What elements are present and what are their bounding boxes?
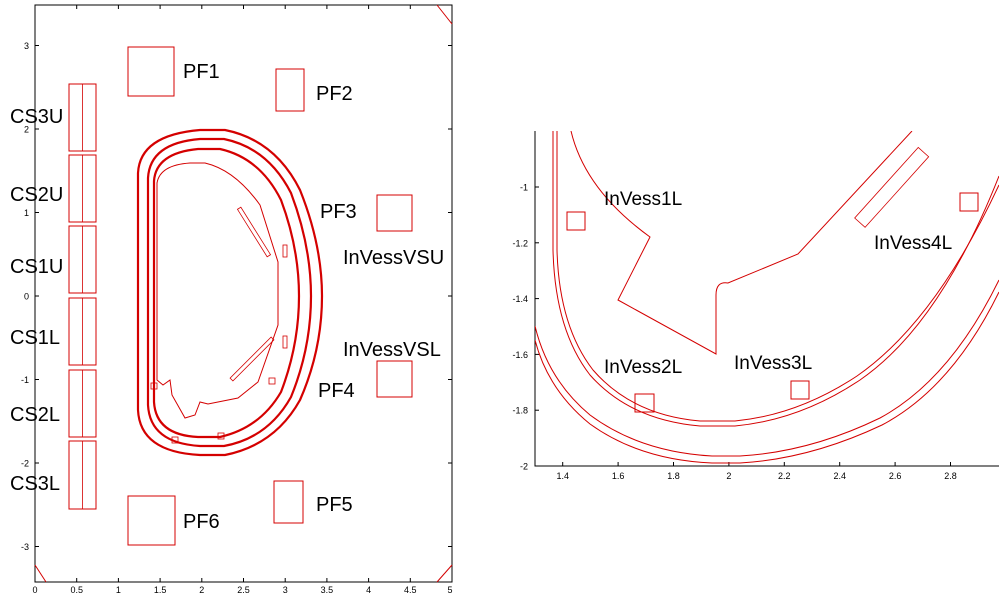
tick-label: 2.8 <box>944 471 957 481</box>
left-x-tick-labels: 0 0.5 1 1.5 2 2.5 3 3.5 4 4.5 5 <box>32 585 452 595</box>
left-axes-frame <box>34 4 453 583</box>
inner-vessel-outer-wall <box>152 147 301 439</box>
left-x-ticks <box>34 5 411 582</box>
corner-line <box>34 564 47 583</box>
zoom-first-wall <box>570 131 913 355</box>
invess4l-coil <box>959 192 979 212</box>
invess4l-label: InVess4L <box>874 233 952 254</box>
zoom-inner-vessel-wall-b <box>556 131 999 422</box>
pf4-label: PF4 <box>318 380 355 402</box>
tick-label: 2.4 <box>833 471 846 481</box>
outer-vessel-outer-wall <box>136 128 324 457</box>
cs-coil-stack <box>68 83 97 510</box>
tick-label: 3 <box>283 585 288 595</box>
tick-label: 1.8 <box>667 471 680 481</box>
zoom-outer-vessel-wall-b <box>535 291 999 464</box>
cs1l-label: CS1L <box>10 327 60 349</box>
tick-label: 1.5 <box>154 585 167 595</box>
pf6-coil <box>127 495 176 546</box>
invessvsl-label: InVessVSL <box>343 339 441 361</box>
zoom-inner-vessel-wall-a <box>552 131 999 427</box>
tick-label: -1 <box>21 375 29 385</box>
left-y-ticks <box>35 45 452 547</box>
left-panel: 0 0.5 1 1.5 2 2.5 3 3.5 4 4.5 5 3 2 1 0 <box>10 4 453 595</box>
left-y-tick-labels: 3 2 1 0 -1 -2 -3 <box>21 41 29 552</box>
tick-label: 1.6 <box>612 471 625 481</box>
invess2l-coil <box>634 393 655 413</box>
corner-line <box>436 4 453 25</box>
right-x-tick-labels: 1.4 1.6 1.8 2 2.2 2.4 2.6 2.8 <box>556 471 956 481</box>
tick-label: -1.2 <box>512 238 528 248</box>
pf1-label: PF1 <box>183 61 220 83</box>
tick-label: -1.6 <box>512 350 528 360</box>
cs3l-label: CS3L <box>10 473 60 495</box>
pf1-coil <box>127 46 175 97</box>
tick-label: 1 <box>116 585 121 595</box>
pf3-coil <box>376 194 413 232</box>
tick-label: 2.6 <box>889 471 902 481</box>
tick-label: 1.4 <box>556 471 569 481</box>
right-y-tick-labels: -1 -1.2 -1.4 -1.6 -1.8 -2 <box>512 183 528 472</box>
outer-vessel-inner-wall <box>146 137 313 448</box>
invess2l-label: InVess2L <box>604 357 682 378</box>
tick-label: -3 <box>21 542 29 552</box>
invess3l-label: InVess3L <box>734 353 812 374</box>
right-y-ticks <box>535 186 539 467</box>
corner-line <box>436 564 453 583</box>
pf6-label: PF6 <box>183 511 220 533</box>
invess1l-label: InVess1L <box>604 189 682 210</box>
right-x-ticks <box>562 462 951 466</box>
tick-label: 2 <box>726 471 731 481</box>
tick-label: 3 <box>24 41 29 51</box>
tick-label: -2 <box>520 462 528 472</box>
cs1u-label: CS1U <box>10 256 63 278</box>
invess3l-coil <box>790 380 810 400</box>
tick-label: 3.5 <box>321 585 334 595</box>
tick-label: -1.8 <box>512 406 528 416</box>
pf4-coil <box>376 360 413 398</box>
tick-label: -1 <box>520 183 528 193</box>
tick-label: 1 <box>24 208 29 218</box>
invess1l-coil <box>566 211 586 231</box>
tick-label: 2 <box>24 125 29 135</box>
tick-label: 0 <box>32 585 37 595</box>
pf2-label: PF2 <box>316 83 353 105</box>
pf3-label: PF3 <box>320 201 357 223</box>
tick-label: 4 <box>366 585 371 595</box>
tick-label: -2 <box>21 459 29 469</box>
tick-label: 5 <box>447 585 452 595</box>
pf2-coil <box>275 68 305 112</box>
pf5-coil <box>273 480 304 524</box>
tick-label: -1.4 <box>512 294 528 304</box>
passive-plates <box>150 206 288 444</box>
first-wall-contour <box>156 162 279 419</box>
pf5-label: PF5 <box>316 494 353 516</box>
invessvsu-label: InVessVSU <box>343 247 444 269</box>
cs2l-label: CS2L <box>10 404 60 426</box>
tick-label: 2.2 <box>778 471 791 481</box>
cs3u-label: CS3U <box>10 106 63 128</box>
tick-label: 0 <box>24 292 29 302</box>
tick-label: 4.5 <box>404 585 417 595</box>
tick-label: 2 <box>199 585 204 595</box>
cs2u-label: CS2U <box>10 184 63 206</box>
zoom-passive-plate <box>854 146 930 228</box>
tick-label: 2.5 <box>237 585 250 595</box>
zoom-outer-vessel-wall-a <box>535 279 999 457</box>
tick-label: 0.5 <box>70 585 83 595</box>
right-panel: 1.4 1.6 1.8 2 2.2 2.4 2.6 2.8 -1 -1.2 -1… <box>512 131 999 481</box>
